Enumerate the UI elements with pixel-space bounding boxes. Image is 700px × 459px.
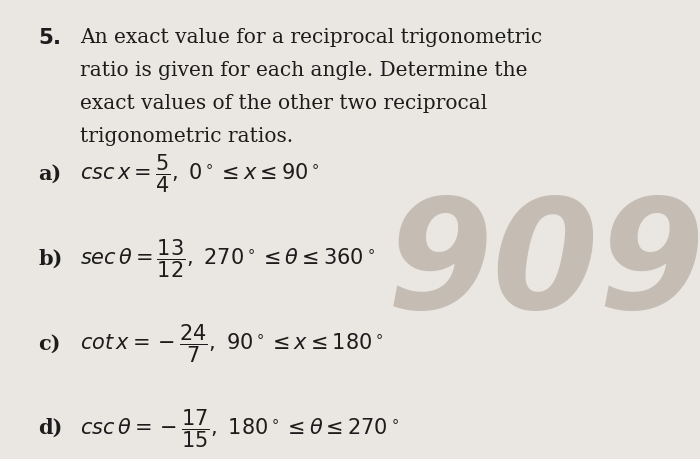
Text: d): d) [38, 418, 63, 438]
Text: b): b) [38, 248, 63, 269]
Text: $\mathit{csc}\,x = \dfrac{5}{4},\ 0^\circ \leq x \leq 90^\circ$: $\mathit{csc}\,x = \dfrac{5}{4},\ 0^\cir… [80, 152, 320, 195]
Text: ratio is given for each angle. Determine the: ratio is given for each angle. Determine… [80, 61, 528, 79]
Text: $\mathit{cot}\,x = -\dfrac{24}{7},\ 90^\circ \leq x \leq 180^\circ$: $\mathit{cot}\,x = -\dfrac{24}{7},\ 90^\… [80, 322, 384, 364]
Text: 5.: 5. [38, 28, 62, 48]
Text: exact values of the other two reciprocal: exact values of the other two reciprocal [80, 94, 488, 112]
Text: trigonometric ratios.: trigonometric ratios. [80, 127, 293, 146]
Text: a): a) [38, 163, 62, 184]
Text: An exact value for a reciprocal trigonometric: An exact value for a reciprocal trigonom… [80, 28, 542, 46]
Text: c): c) [38, 333, 61, 353]
Text: 909: 909 [386, 192, 700, 341]
Text: $\mathit{csc}\,\theta = -\dfrac{17}{15},\ 180^\circ \leq \theta \leq 270^\circ$: $\mathit{csc}\,\theta = -\dfrac{17}{15},… [80, 407, 400, 449]
Text: $\mathit{sec}\,\theta = \dfrac{13}{12},\ 270^\circ \leq \theta \leq 360^\circ$: $\mathit{sec}\,\theta = \dfrac{13}{12},\… [80, 237, 375, 280]
